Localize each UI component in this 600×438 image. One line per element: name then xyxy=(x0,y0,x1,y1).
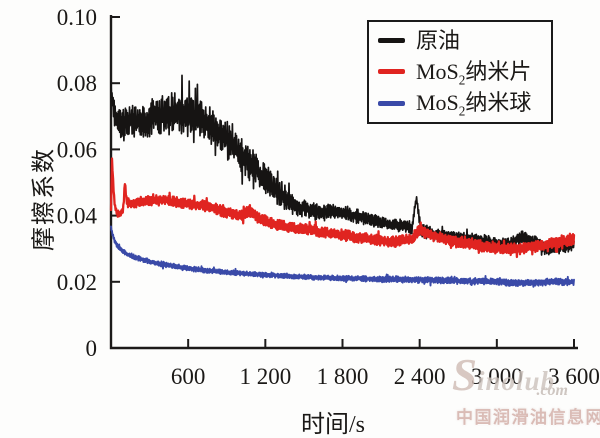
x-axis-title: 时间/s xyxy=(300,412,366,438)
legend-swatch-mos2-nanosphere xyxy=(378,100,405,106)
series-mos2-nanosheet xyxy=(109,157,576,259)
y-tick-label: 0.04 xyxy=(57,204,98,229)
x-tick-label: 600 xyxy=(171,364,206,389)
y-tick-label: 0.08 xyxy=(57,71,97,96)
legend-label-mos2-nanosheet: MoS2纳米片 xyxy=(416,58,532,88)
x-tick-label: 1 200 xyxy=(239,364,291,389)
x-tick-label: 3 600 xyxy=(548,364,600,389)
legend-swatch-crude-oil xyxy=(378,38,405,44)
y-axis-title: 摩擦系数 xyxy=(31,147,58,251)
legend-item-mos2-nanosheet: MoS2纳米片 xyxy=(378,56,549,87)
y-tick-label: 0.06 xyxy=(57,137,97,162)
y-tick-label: 0.10 xyxy=(57,5,97,30)
legend-swatch-mos2-nanosheet xyxy=(378,69,405,75)
y-tick-label: 0 xyxy=(86,336,98,361)
series-mos2-nanosphere xyxy=(110,225,575,288)
chart-legend: 原油 MoS2纳米片 MoS2纳米球 xyxy=(367,20,553,124)
y-tick-label: 0.02 xyxy=(57,270,97,295)
legend-label-crude-oil: 原油 xyxy=(416,27,461,53)
x-tick-label: 2 400 xyxy=(394,364,446,389)
legend-label-mos2-nanosphere: MoS2纳米球 xyxy=(416,90,532,119)
legend-item-mos2-nanosphere: MoS2纳米球 xyxy=(378,88,549,119)
series-crude-oil xyxy=(110,74,575,256)
legend-item-crude-oil: 原油 xyxy=(378,25,549,56)
x-tick-label: 3 000 xyxy=(471,364,523,389)
x-tick-label: 1 800 xyxy=(317,364,369,389)
axis-spines xyxy=(109,15,578,350)
